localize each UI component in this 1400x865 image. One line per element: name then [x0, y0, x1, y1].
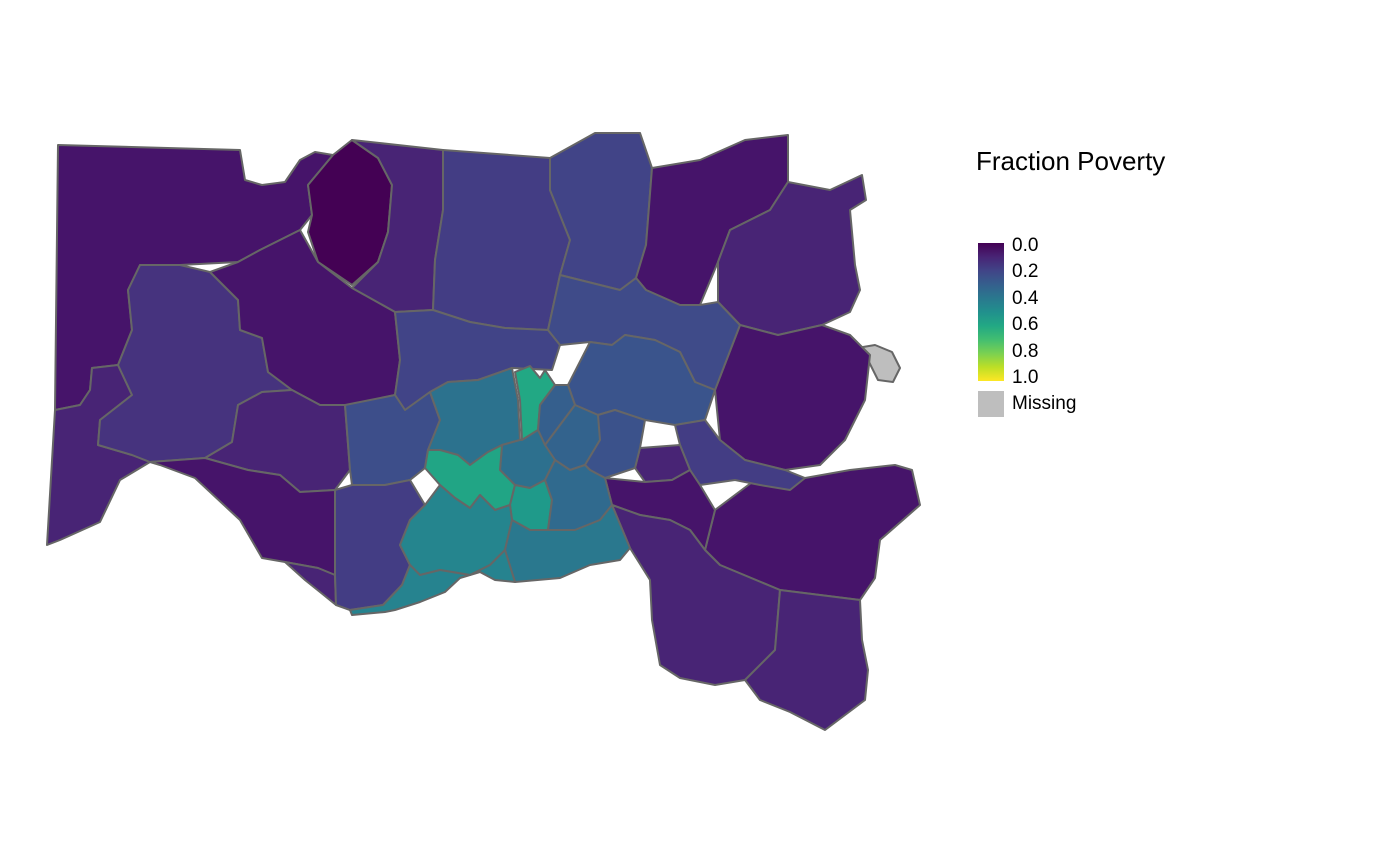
- region-mid-4: [344, 391, 441, 486]
- missing-label: Missing: [1012, 393, 1077, 414]
- colorbar: [978, 243, 1004, 381]
- region-core-6: [544, 459, 613, 531]
- colorbar-tick-label: 0.4: [1012, 287, 1039, 309]
- region-core-4: [584, 409, 646, 479]
- legend: Fraction Poverty 0.0 0.2: [976, 146, 1166, 417]
- region-east-dark-1: [714, 324, 871, 471]
- legend-body: 0.0 0.2 0.4 0.6 0.8 1.0 Missing: [976, 187, 1165, 417]
- region-core-8: [504, 504, 631, 583]
- colorbar-tick-label: 0.0: [1012, 235, 1039, 256]
- colorbar-tick-label: 1.0: [1012, 367, 1039, 388]
- region-southeast-3: [744, 589, 869, 731]
- colorbar-tick-label: 0.2: [1012, 261, 1039, 283]
- missing-swatch: [978, 391, 1004, 417]
- region-north-east-2: [717, 174, 867, 336]
- legend-title: Fraction Poverty: [976, 146, 1166, 176]
- region-north-3: [549, 132, 653, 291]
- colorbar-tick-label: 0.6: [1012, 314, 1039, 336]
- region-river-south: [349, 549, 516, 616]
- colorbar-tick-label: 0.8: [1012, 340, 1039, 362]
